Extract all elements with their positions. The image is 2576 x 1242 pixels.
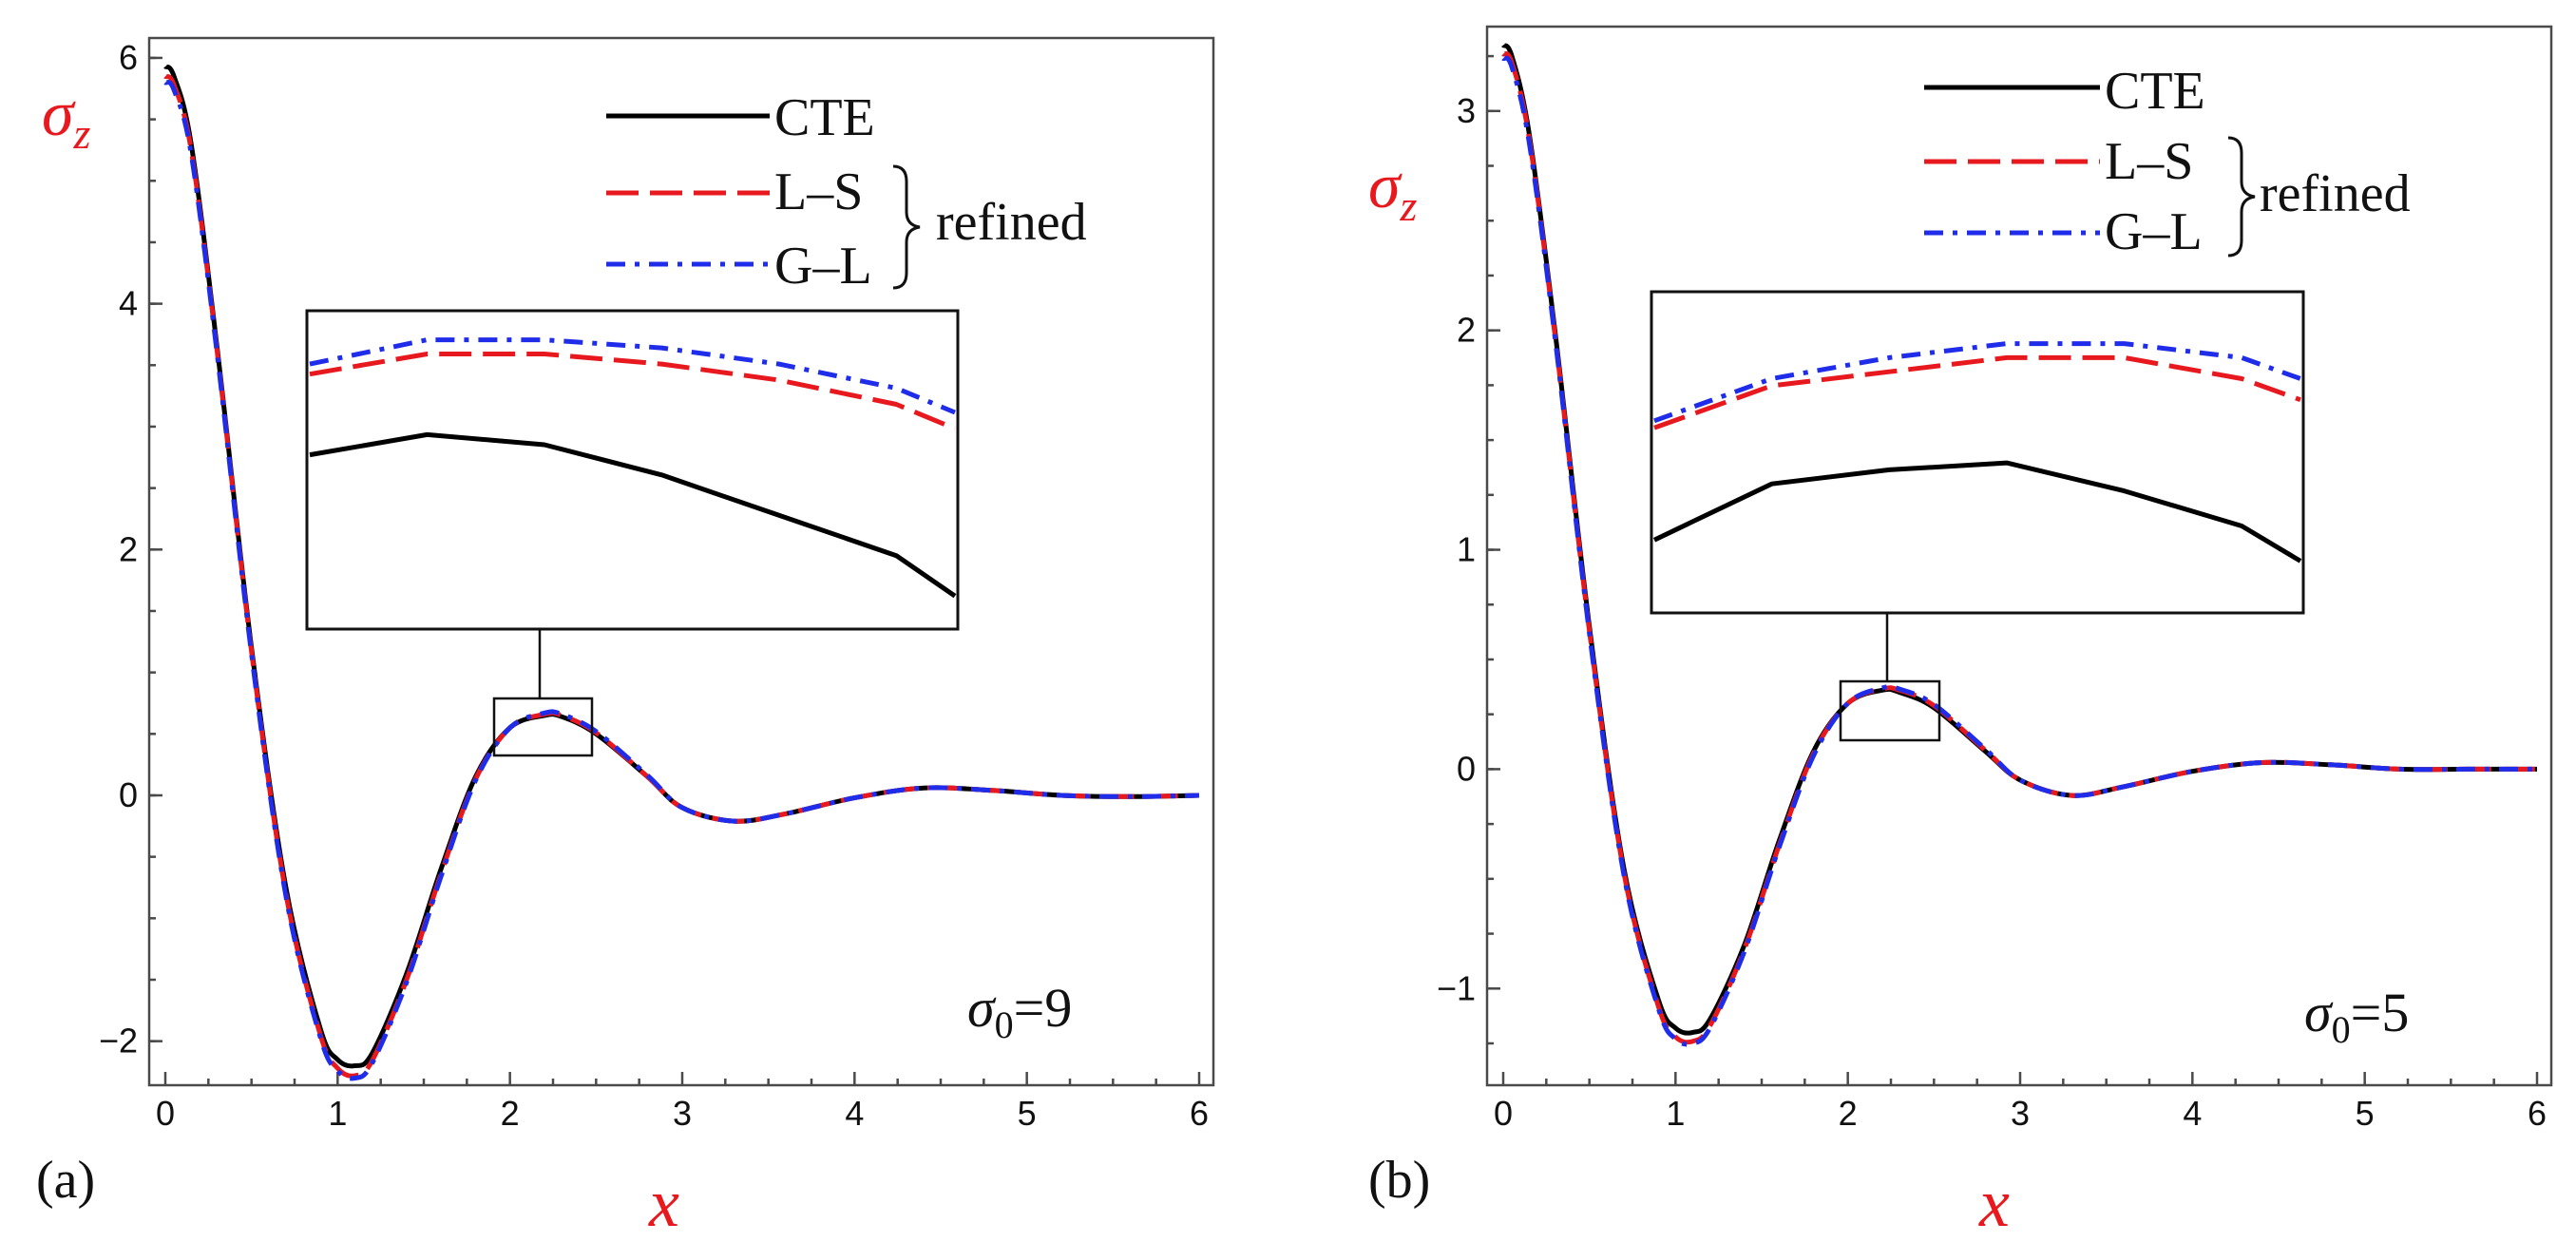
series-group: [1501, 43, 2537, 1047]
x-tick-label: 0: [156, 1094, 175, 1133]
parameter-label: σ0=9: [967, 977, 1072, 1046]
y-axis-title: σz: [1368, 149, 1418, 230]
legend-label-cte: CTE: [774, 88, 875, 147]
y-tick-label: −1: [1437, 968, 1476, 1007]
legend-label-gl: G–L: [774, 237, 872, 296]
panel-b: 0 1 2 3 4 5 6 −1 0 1 2 3 σz x (b) σ0=5 CTE L–S G–L …: [1368, 25, 2553, 1241]
legend-label-cte: CTE: [2105, 62, 2205, 121]
legend: CTE L–S G–L refined: [1924, 62, 2411, 261]
x-axis-title: x: [1978, 1165, 2010, 1241]
inset-series-group: [1652, 341, 2302, 564]
y-tick-label: 2: [1457, 311, 1476, 350]
legend-group-label: refined: [2260, 164, 2411, 223]
x-tick-label: 6: [2528, 1094, 2547, 1133]
y-tick-label: 1: [1457, 530, 1476, 569]
zoom-inset: [305, 309, 960, 757]
x-tick-label: 1: [1666, 1094, 1685, 1133]
legend-label-ls: L–S: [2105, 132, 2193, 191]
parameter-label: σ0=5: [2304, 982, 2409, 1051]
y-axis-title: σz: [42, 77, 91, 158]
zoom-region-box: [1839, 679, 1941, 742]
inset-series-line-cte: [1652, 460, 2302, 564]
y-tick-label: 4: [119, 284, 138, 323]
x-tick-label: 6: [1190, 1094, 1209, 1133]
axis-ticks: 0 1 2 3 4 5 6 −1 0 1 2 3: [1437, 54, 2547, 1133]
legend-group-label: refined: [936, 193, 1087, 252]
panel-a: 0 1 2 3 4 5 6 −2 0 2 4 6 σz x (a) σ0=9 CTE L–S G–L …: [36, 36, 1215, 1241]
series-line-gl: [163, 80, 1200, 1081]
x-tick-label: 5: [1018, 1094, 1037, 1133]
y-tick-label: 3: [1457, 91, 1476, 130]
y-tick-label: −2: [99, 1022, 138, 1060]
legend-label-ls: L–S: [774, 162, 863, 221]
panel-label: (b): [1368, 1151, 1430, 1210]
x-tick-label: 0: [1494, 1094, 1513, 1133]
y-tick-label: 0: [119, 775, 138, 814]
legend-label-gl: G–L: [2105, 202, 2203, 261]
x-tick-label: 2: [501, 1094, 520, 1133]
series-group: [163, 64, 1200, 1081]
inset-frame: [1650, 290, 2305, 615]
inset-series-line-gl: [309, 337, 956, 415]
y-tick-label: 0: [1457, 749, 1476, 788]
y-tick-label: 2: [119, 529, 138, 568]
inset-series-line-ls: [309, 352, 956, 431]
inset-series-group: [309, 337, 957, 599]
y-tick-label: 6: [119, 38, 138, 77]
x-tick-label: 4: [2183, 1094, 2202, 1133]
legend-brace: [892, 164, 921, 290]
inset-series-line-cte: [309, 431, 957, 599]
series-line-gl: [1501, 55, 2537, 1047]
legend: CTE L–S G–L refined: [606, 88, 1087, 296]
x-axis-title: x: [648, 1165, 679, 1241]
x-tick-label: 5: [2356, 1094, 2375, 1133]
x-tick-label: 1: [328, 1094, 347, 1133]
x-tick-label: 2: [1839, 1094, 1858, 1133]
zoom-region-box: [492, 697, 594, 757]
inset-series-line-ls: [1653, 354, 2301, 430]
zoom-inset: [1650, 290, 2305, 742]
x-tick-label: 4: [845, 1094, 864, 1133]
panel-label: (a): [36, 1151, 95, 1210]
x-tick-label: 3: [673, 1094, 692, 1133]
axis-ticks: 0 1 2 3 4 5 6 −2 0 2 4 6: [99, 38, 1209, 1133]
legend-brace: [2227, 136, 2256, 258]
x-tick-label: 3: [2011, 1094, 2030, 1133]
